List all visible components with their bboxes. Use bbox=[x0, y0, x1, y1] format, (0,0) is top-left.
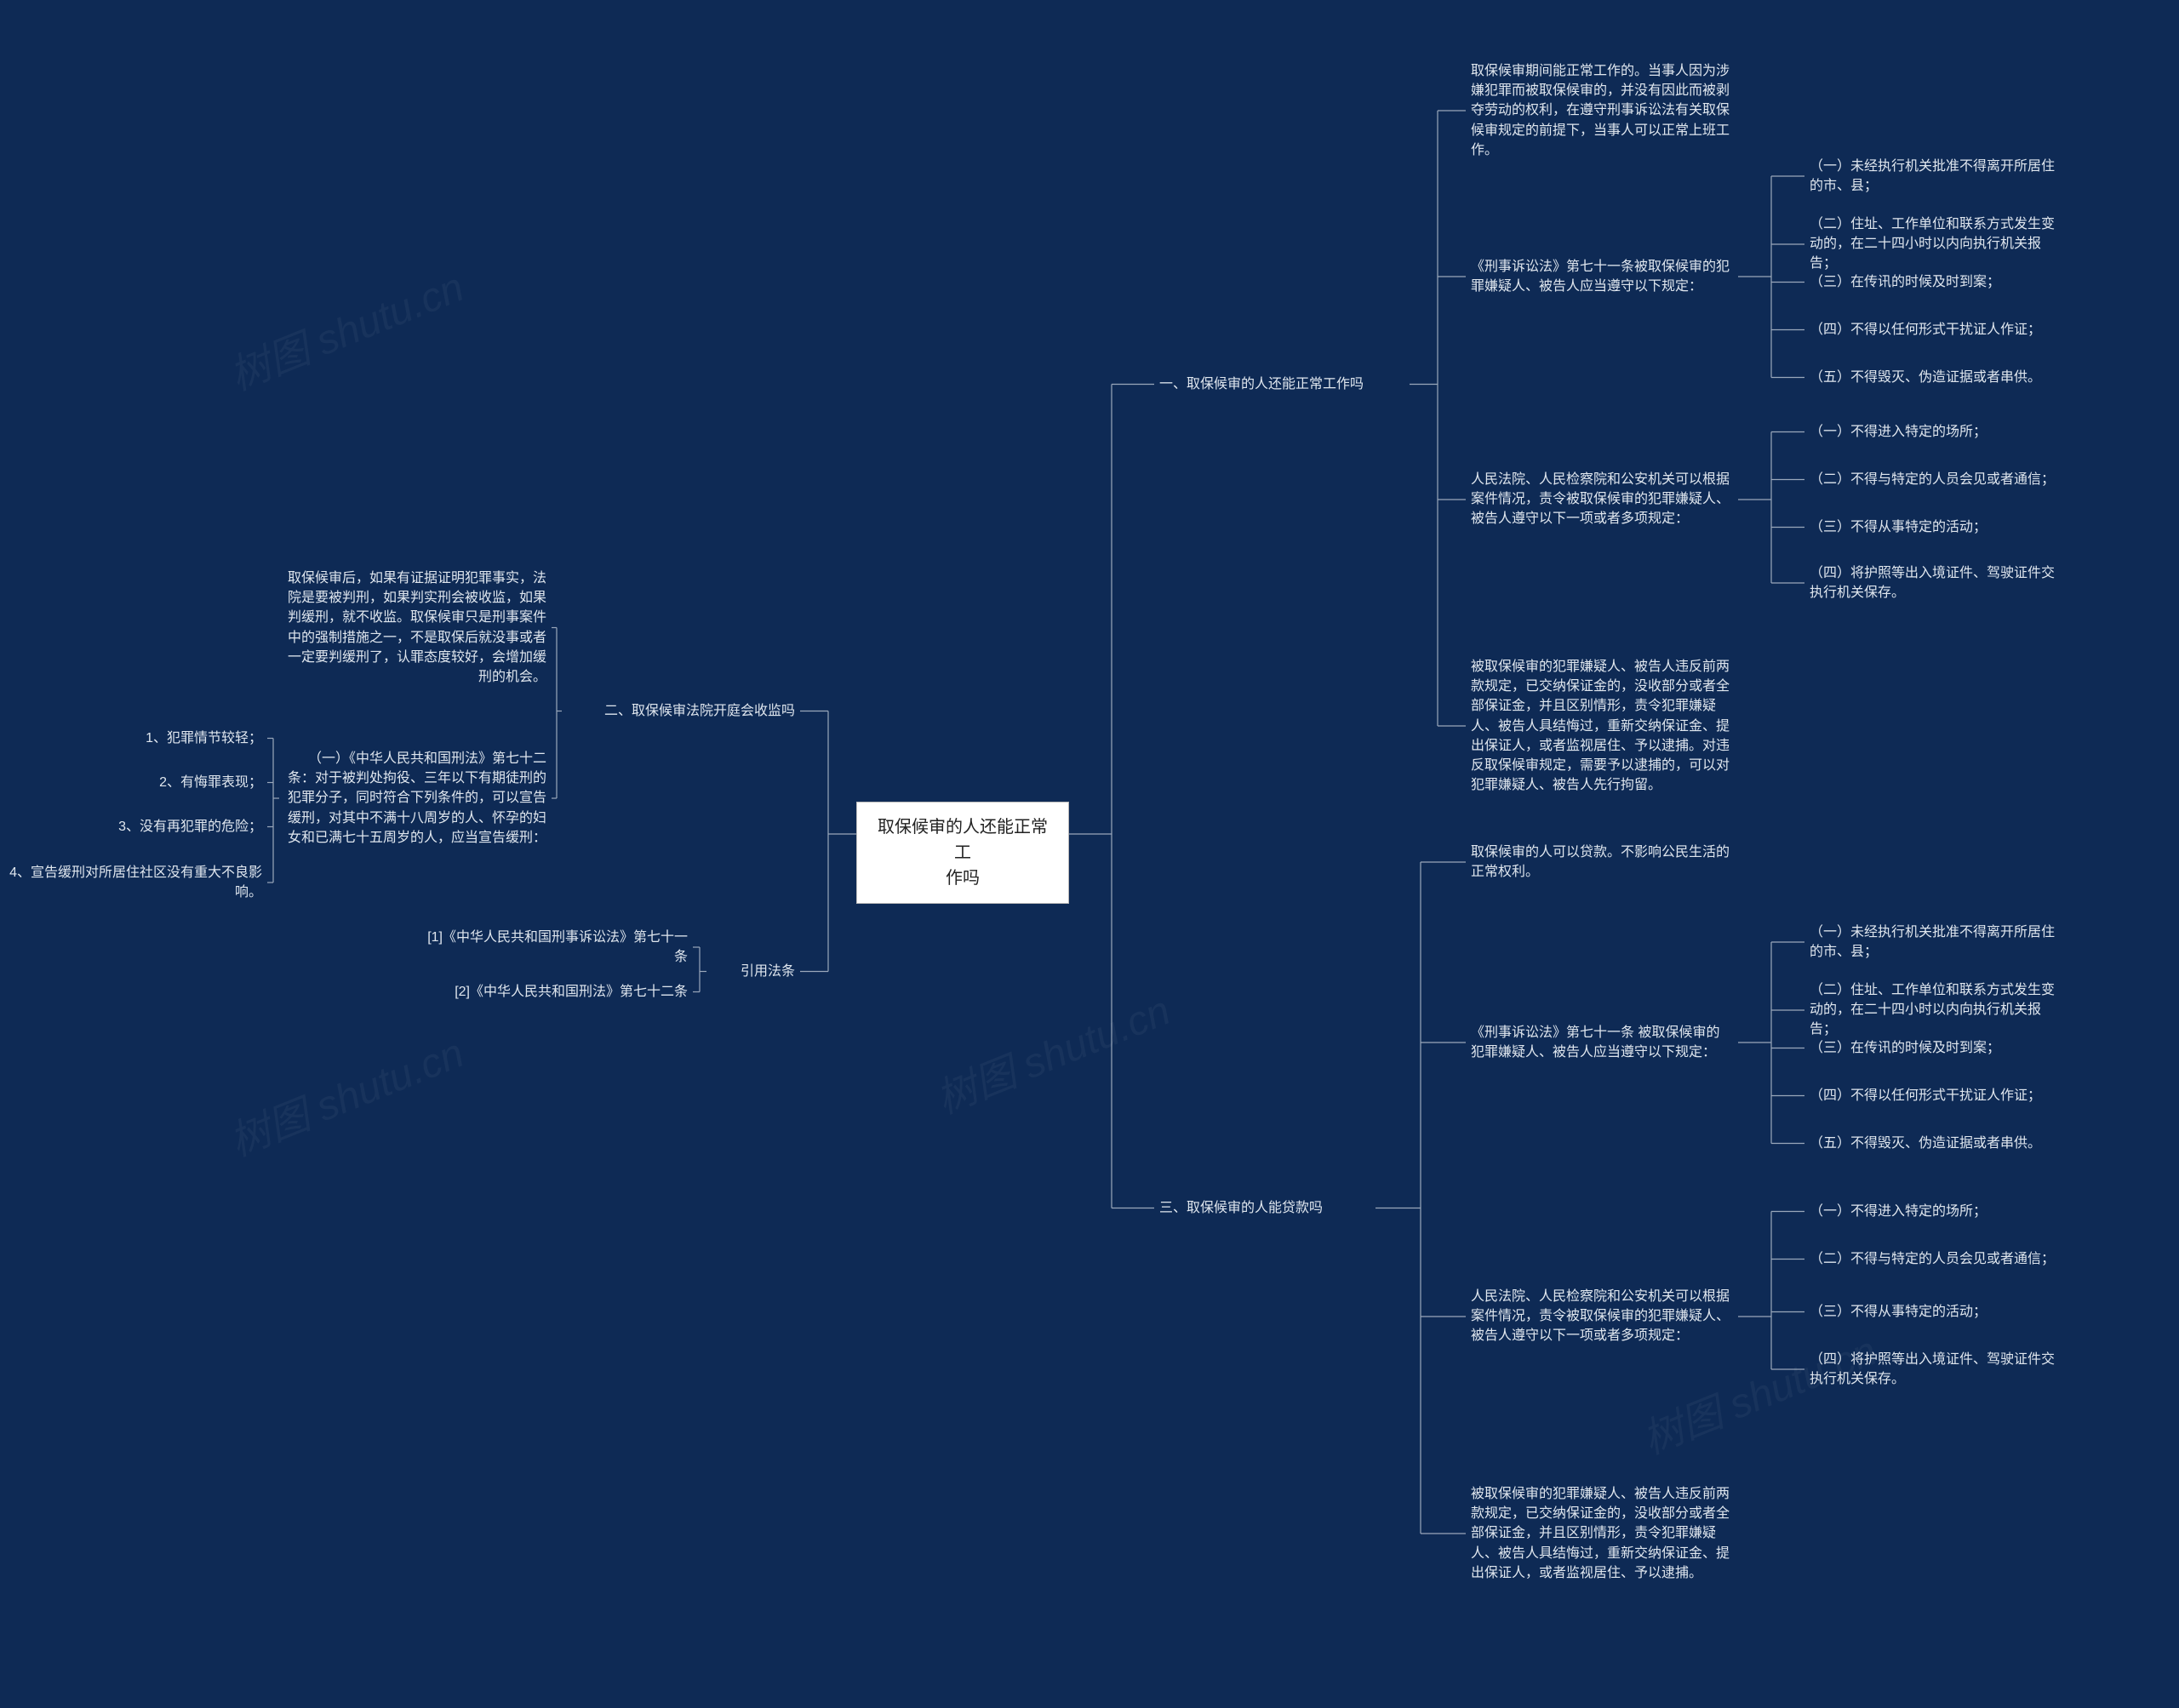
mindmap-node: 3、没有再犯罪的危险； bbox=[46, 814, 267, 840]
center-topic: 取保候审的人还能正常工作吗 bbox=[856, 802, 1069, 904]
node-text: 取保候审的人可以贷款。不影响公民生活的正常权利。 bbox=[1471, 845, 1730, 879]
node-text: （三）在传讯的时候及时到案； bbox=[1810, 1041, 2000, 1055]
mindmap-node: 取保候审的人可以贷款。不影响公民生活的正常权利。 bbox=[1466, 839, 1738, 885]
node-text: 1、犯罪情节较轻； bbox=[146, 731, 262, 745]
mindmap-node: 《刑事诉讼法》第七十一条 被取保候审的犯罪嫌疑人、被告人应当遵守以下规定： bbox=[1466, 1020, 1738, 1065]
node-text-line: 作吗 bbox=[872, 865, 1053, 891]
node-text: （三）不得从事特定的活动； bbox=[1810, 1305, 1987, 1319]
mindmap-node: 二、取保候审法院开庭会收监吗 bbox=[562, 698, 800, 724]
node-text: （五）不得毁灭、伪造证据或者串供。 bbox=[1810, 370, 2041, 385]
node-text: （五）不得毁灭、伪造证据或者串供。 bbox=[1810, 1136, 2041, 1151]
node-text: 取保候审后，如果有证据证明犯罪事实，法院是要被判刑，如果判实刑会被收监，如果判缓… bbox=[288, 571, 546, 684]
node-text: 4、宣告缓刑对所居住社区没有重大不良影响。 bbox=[9, 865, 262, 900]
mindmap-node: （一）未经执行机关批准不得离开所居住的市、县； bbox=[1804, 153, 2068, 199]
mindmap-node: （一）不得进入特定的场所； bbox=[1804, 419, 2068, 445]
mindmap-node: （四）不得以任何形式干扰证人作证； bbox=[1804, 1082, 2068, 1109]
node-text: [2]《中华人民共和国刑法》第七十二条 bbox=[455, 985, 688, 999]
node-text: [1]《中华人民共和国刑事诉讼法》第七十一条 bbox=[427, 930, 688, 964]
mindmap-node: 被取保候审的犯罪嫌疑人、被告人违反前两款规定，已交纳保证金的，没收部分或者全部保… bbox=[1466, 654, 1738, 798]
node-text: 被取保候审的犯罪嫌疑人、被告人违反前两款规定，已交纳保证金的，没收部分或者全部保… bbox=[1471, 660, 1730, 792]
node-text: 取保候审期间能正常工作的。当事人因为涉嫌犯罪而被取保候审的，并没有因此而被剥夺劳… bbox=[1471, 64, 1730, 157]
node-text: （二）不得与特定的人员会见或者通信； bbox=[1810, 472, 2055, 487]
mindmap-node: （五）不得毁灭、伪造证据或者串供。 bbox=[1804, 1130, 2068, 1157]
mindmap-node: [1]《中华人民共和国刑事诉讼法》第七十一条 bbox=[420, 924, 693, 970]
node-text-line: 取保候审的人还能正常工 bbox=[872, 814, 1053, 865]
node-text: （四）不得以任何形式干扰证人作证； bbox=[1810, 323, 2041, 337]
node-text: （三）不得从事特定的活动； bbox=[1810, 520, 1987, 534]
mindmap-node: （三）在传讯的时候及时到案； bbox=[1804, 1035, 2068, 1061]
mindmap-node: 取保候审期间能正常工作的。当事人因为涉嫌犯罪而被取保候审的，并没有因此而被剥夺劳… bbox=[1466, 58, 1738, 163]
mindmap-node: 4、宣告缓刑对所居住社区没有重大不良影响。 bbox=[3, 860, 267, 905]
node-text: 2、有悔罪表现； bbox=[159, 775, 262, 790]
node-text: （一）未经执行机关批准不得离开所居住的市、县； bbox=[1810, 925, 2055, 959]
mindmap-node: （一）未经执行机关批准不得离开所居住的市、县； bbox=[1804, 919, 2068, 965]
node-text: （一）不得进入特定的场所； bbox=[1810, 425, 1987, 439]
node-text: 人民法院、人民检察院和公安机关可以根据案件情况，责令被取保候审的犯罪嫌疑人、被告… bbox=[1471, 1289, 1730, 1343]
node-text: （一）《中华人民共和国刑法》第七十二条：对于被判处拘役、三年以下有期徒刑的犯罪分… bbox=[288, 751, 546, 845]
mindmap-node: 一、取保候审的人还能正常工作吗 bbox=[1154, 371, 1410, 397]
mindmap-node: 引用法条 bbox=[706, 958, 800, 985]
node-text: 《刑事诉讼法》第七十一条 被取保候审的犯罪嫌疑人、被告人应当遵守以下规定： bbox=[1471, 1025, 1719, 1060]
mindmap-node: 2、有悔罪表现； bbox=[46, 769, 267, 796]
mindmap-node: （三）不得从事特定的活动； bbox=[1804, 1299, 2068, 1325]
mindmap-node: （一）《中华人民共和国刑法》第七十二条：对于被判处拘役、三年以下有期徒刑的犯罪分… bbox=[279, 745, 552, 851]
mindmap-node: 《刑事诉讼法》第七十一条被取保候审的犯罪嫌疑人、被告人应当遵守以下规定： bbox=[1466, 254, 1738, 300]
mindmap-node: 人民法院、人民检察院和公安机关可以根据案件情况，责令被取保候审的犯罪嫌疑人、被告… bbox=[1466, 1283, 1738, 1350]
node-text: （一）未经执行机关批准不得离开所居住的市、县； bbox=[1810, 159, 2055, 193]
mindmap-canvas: 树图 shutu.cn树图 shutu.cn树图 shutu.cn树图 shut… bbox=[0, 0, 2179, 1708]
node-text: （四）将护照等出入境证件、驾驶证件交执行机关保存。 bbox=[1810, 566, 2055, 600]
mindmap-node: （四）将护照等出入境证件、驾驶证件交执行机关保存。 bbox=[1804, 1346, 2068, 1392]
node-text: 3、没有再犯罪的危险； bbox=[118, 820, 262, 834]
node-text: （二）不得与特定的人员会见或者通信； bbox=[1810, 1252, 2055, 1266]
node-text: （三）在传讯的时候及时到案； bbox=[1810, 275, 2000, 289]
node-text: 二、取保候审法院开庭会收监吗 bbox=[604, 704, 795, 718]
mindmap-node: （四）不得以任何形式干扰证人作证； bbox=[1804, 317, 2068, 343]
node-text: （四）不得以任何形式干扰证人作证； bbox=[1810, 1088, 2041, 1103]
mindmap-node: （二）住址、工作单位和联系方式发生变动的，在二十四小时以内向执行机关报告； bbox=[1804, 977, 2068, 1043]
node-text: 一、取保候审的人还能正常工作吗 bbox=[1159, 377, 1364, 391]
mindmap-node: 三、取保候审的人能贷款吗 bbox=[1154, 1195, 1375, 1221]
mindmap-node: 人民法院、人民检察院和公安机关可以根据案件情况，责令被取保候审的犯罪嫌疑人、被告… bbox=[1466, 466, 1738, 533]
node-text: （二）住址、工作单位和联系方式发生变动的，在二十四小时以内向执行机关报告； bbox=[1810, 983, 2055, 1037]
node-text: 被取保候审的犯罪嫌疑人、被告人违反前两款规定，已交纳保证金的，没收部分或者全部保… bbox=[1471, 1487, 1730, 1580]
mindmap-node: （二）不得与特定的人员会见或者通信； bbox=[1804, 466, 2068, 493]
node-text: 三、取保候审的人能贷款吗 bbox=[1159, 1201, 1323, 1215]
node-text: 引用法条 bbox=[741, 964, 795, 979]
node-text: 人民法院、人民检察院和公安机关可以根据案件情况，责令被取保候审的犯罪嫌疑人、被告… bbox=[1471, 472, 1730, 526]
mindmap-node: [2]《中华人民共和国刑法》第七十二条 bbox=[420, 979, 693, 1005]
node-text: （四）将护照等出入境证件、驾驶证件交执行机关保存。 bbox=[1810, 1352, 2055, 1386]
node-text: （二）住址、工作单位和联系方式发生变动的，在二十四小时以内向执行机关报告； bbox=[1810, 217, 2055, 271]
mindmap-node: （三）在传讯的时候及时到案； bbox=[1804, 269, 2068, 295]
mindmap-node: 1、犯罪情节较轻； bbox=[46, 725, 267, 751]
mindmap-node: （四）将护照等出入境证件、驾驶证件交执行机关保存。 bbox=[1804, 560, 2068, 606]
node-text: （一）不得进入特定的场所； bbox=[1810, 1204, 1987, 1219]
mindmap-node: （二）住址、工作单位和联系方式发生变动的，在二十四小时以内向执行机关报告； bbox=[1804, 211, 2068, 277]
mindmap-node: 取保候审后，如果有证据证明犯罪事实，法院是要被判刑，如果判实刑会被收监，如果判缓… bbox=[279, 565, 552, 690]
mindmap-node: （一）不得进入特定的场所； bbox=[1804, 1198, 2068, 1225]
mindmap-node: （二）不得与特定的人员会见或者通信； bbox=[1804, 1246, 2068, 1272]
watermark: 树图 shutu.cn bbox=[219, 1020, 471, 1168]
watermark: 树图 shutu.cn bbox=[219, 254, 471, 402]
node-text: 《刑事诉讼法》第七十一条被取保候审的犯罪嫌疑人、被告人应当遵守以下规定： bbox=[1471, 260, 1730, 294]
mindmap-node: （三）不得从事特定的活动； bbox=[1804, 514, 2068, 540]
watermark: 树图 shutu.cn bbox=[925, 977, 1177, 1125]
mindmap-node: （五）不得毁灭、伪造证据或者串供。 bbox=[1804, 364, 2068, 391]
mindmap-node: 被取保候审的犯罪嫌疑人、被告人违反前两款规定，已交纳保证金的，没收部分或者全部保… bbox=[1466, 1481, 1738, 1586]
